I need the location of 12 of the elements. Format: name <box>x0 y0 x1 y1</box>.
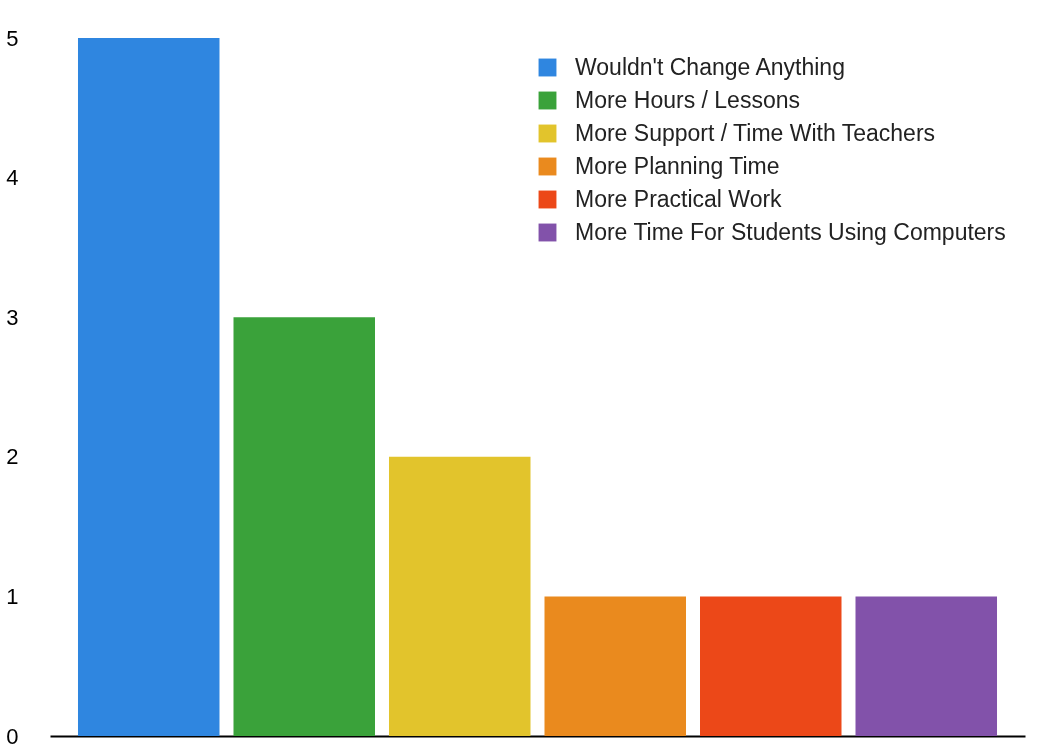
y-tick-label: 1 <box>6 583 19 609</box>
legend-label: Wouldn't Change Anything <box>575 53 845 80</box>
y-tick-label: 2 <box>6 444 19 470</box>
legend-label: More Planning Time <box>575 152 780 179</box>
legend-label: More Support / Time With Teachers <box>575 119 936 146</box>
legend-label: More Practical Work <box>575 185 783 212</box>
y-tick-label: 0 <box>6 723 19 747</box>
y-tick-label: 3 <box>6 304 19 330</box>
legend-label: More Time For Students Using Computers <box>575 218 1006 245</box>
y-tick-label: 5 <box>6 25 19 51</box>
y-tick-label: 4 <box>6 165 19 191</box>
legend-label: More Hours / Lessons <box>575 86 800 113</box>
